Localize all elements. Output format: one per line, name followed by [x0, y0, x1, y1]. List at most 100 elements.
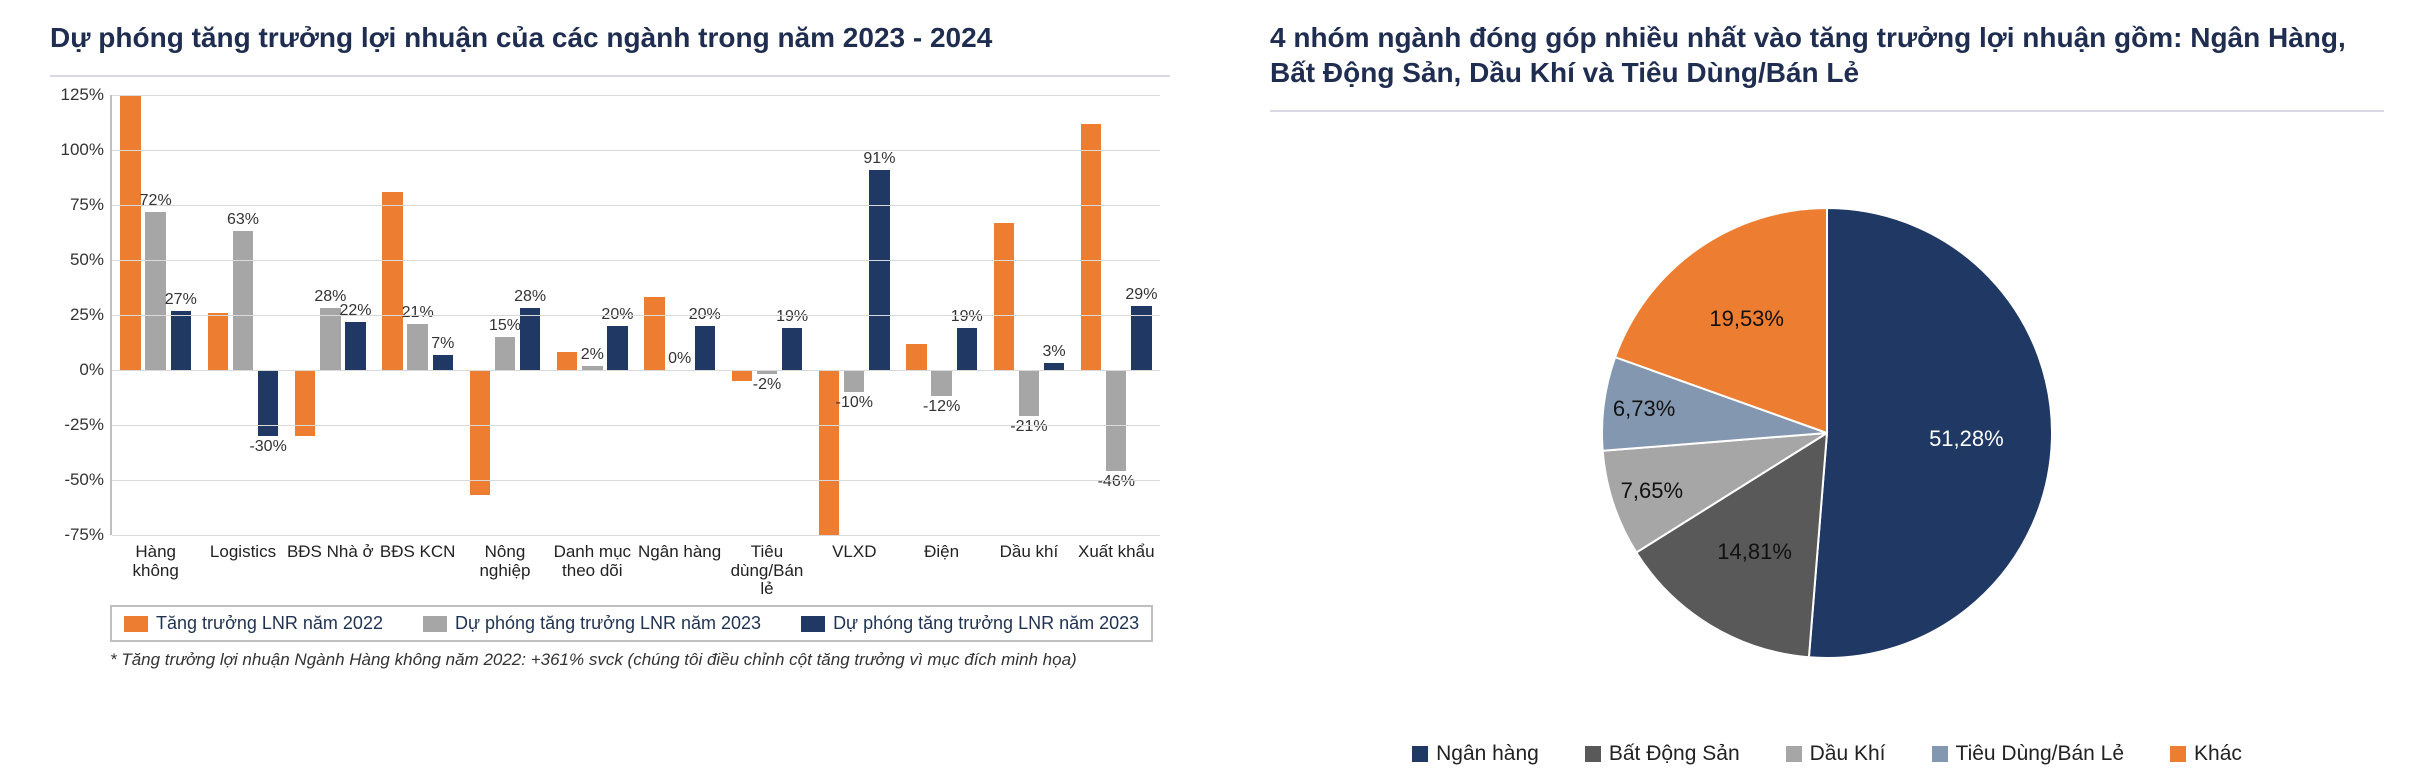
- bar: [433, 355, 453, 370]
- right-title: 4 nhóm ngành đóng góp nhiều nhất vào tăn…: [1270, 20, 2384, 90]
- category-label: Ngân hàng: [636, 535, 723, 562]
- bar-chart: 72%27%Hàng không63%-30%Logistics28%22%BĐ…: [110, 95, 1160, 535]
- legend-swatch: [1786, 746, 1802, 762]
- legend-label: Dầu Khí: [1810, 742, 1886, 766]
- category-label: Hàng không: [112, 535, 199, 580]
- y-tick-label: -25%: [58, 415, 104, 435]
- pie-wrap: 51,28%14,81%7,65%6,73%19,53%: [1270, 130, 2384, 734]
- bar-value-label: 7%: [431, 335, 454, 353]
- bar-value-label: 19%: [776, 308, 808, 326]
- bar: [994, 223, 1014, 370]
- bar: [644, 297, 664, 370]
- bar: [607, 326, 627, 370]
- gridline: [112, 425, 1160, 426]
- pie-slice-label: 14,81%: [1717, 539, 1792, 565]
- category-label: Tiêu dùng/Bán lẻ: [723, 535, 810, 599]
- category-label: Danh mục theo dõi: [549, 535, 636, 580]
- bar: [407, 324, 427, 370]
- legend-item: Tăng trưởng LNR năm 2022: [124, 613, 383, 634]
- y-tick-label: -75%: [58, 525, 104, 545]
- y-tick-label: 75%: [58, 195, 104, 215]
- y-tick-label: 0%: [58, 360, 104, 380]
- bar: [382, 192, 402, 370]
- legend-swatch: [1412, 746, 1428, 762]
- bar: [120, 95, 140, 370]
- category-label: Nông nghiệp: [461, 535, 548, 580]
- bar-value-label: 29%: [1125, 286, 1157, 304]
- bar-value-label: 91%: [863, 150, 895, 168]
- bar-value-label: 27%: [165, 291, 197, 309]
- legend-label: Tiêu Dùng/Bán Lẻ: [1956, 742, 2125, 766]
- legend-swatch: [1585, 746, 1601, 762]
- legend-label: Tăng trưởng LNR năm 2022: [156, 613, 383, 634]
- bar: [844, 370, 864, 392]
- legend-swatch: [2170, 746, 2186, 762]
- y-tick-label: 100%: [58, 140, 104, 160]
- left-title: Dự phóng tăng trưởng lợi nhuận của các n…: [50, 20, 1170, 55]
- bar-value-label: 3%: [1043, 343, 1066, 361]
- bar: [1106, 370, 1126, 471]
- category-label: Xuất khẩu: [1073, 535, 1160, 562]
- bar: [957, 328, 977, 370]
- left-rule: [50, 75, 1170, 77]
- gridline: [112, 480, 1160, 481]
- gridline: [112, 150, 1160, 151]
- legend-item: Dự phóng tăng trưởng LNR năm 2023: [801, 613, 1139, 634]
- gridline: [112, 260, 1160, 261]
- panel-left: Dự phóng tăng trưởng lợi nhuận của các n…: [50, 20, 1170, 766]
- bar: [320, 308, 340, 370]
- bar: [145, 212, 165, 370]
- legend-item: Dầu Khí: [1786, 742, 1886, 766]
- bar-value-label: -30%: [249, 438, 286, 456]
- bar: [295, 370, 315, 436]
- legend-item: Khác: [2170, 742, 2242, 766]
- y-tick-label: -50%: [58, 470, 104, 490]
- panel-right: 4 nhóm ngành đóng góp nhiều nhất vào tăn…: [1270, 20, 2384, 766]
- y-tick-label: 50%: [58, 250, 104, 270]
- category-label: Dầu khí: [985, 535, 1072, 562]
- bar-value-label: -2%: [753, 376, 781, 394]
- bar: [345, 322, 365, 370]
- bar: [695, 326, 715, 370]
- bar: [931, 370, 951, 396]
- category-label: BĐS Nhà ở: [287, 535, 374, 562]
- category-label: VLXD: [811, 535, 898, 562]
- page: Dự phóng tăng trưởng lợi nhuận của các n…: [0, 0, 2434, 776]
- category-label: BĐS KCN: [374, 535, 461, 562]
- bar: [208, 313, 228, 370]
- gridline: [112, 315, 1160, 316]
- bar: [1019, 370, 1039, 416]
- legend-label: Khác: [2194, 742, 2242, 766]
- right-rule: [1270, 110, 2384, 112]
- bar: [171, 311, 191, 370]
- pie-chart: 51,28%14,81%7,65%6,73%19,53%: [1602, 208, 2052, 658]
- pie-slice-label: 6,73%: [1613, 396, 1675, 422]
- legend-label: Bất Động Sản: [1609, 742, 1740, 766]
- category-label: Logistics: [199, 535, 286, 562]
- pie-slice-label: 19,53%: [1709, 306, 1784, 332]
- legend-item: Ngân hàng: [1412, 742, 1539, 766]
- gridline: [112, 535, 1160, 536]
- pie-slice-label: 7,65%: [1621, 478, 1683, 504]
- legend-label: Dự phóng tăng trưởng LNR năm 2023: [833, 613, 1139, 634]
- legend-item: Tiêu Dùng/Bán Lẻ: [1932, 742, 2125, 766]
- bar: [782, 328, 802, 370]
- legend-swatch: [423, 616, 447, 632]
- legend-swatch: [801, 616, 825, 632]
- bar: [258, 370, 278, 436]
- bar: [906, 344, 926, 370]
- bar: [495, 337, 515, 370]
- bar-value-label: 19%: [951, 308, 983, 326]
- bar: [869, 170, 889, 370]
- bar-value-label: 28%: [514, 288, 546, 306]
- legend-item: Dự phóng tăng trưởng LNR năm 2023: [423, 613, 761, 634]
- legend-swatch: [124, 616, 148, 632]
- gridline: [112, 370, 1160, 371]
- bar-legend: Tăng trưởng LNR năm 2022 Dự phóng tăng tr…: [110, 605, 1153, 642]
- bar-value-label: 0%: [668, 350, 691, 368]
- y-tick-label: 25%: [58, 305, 104, 325]
- bar: [233, 231, 253, 370]
- gridline: [112, 95, 1160, 96]
- bar-value-label: 72%: [140, 192, 172, 210]
- legend-item: Bất Động Sản: [1585, 742, 1740, 766]
